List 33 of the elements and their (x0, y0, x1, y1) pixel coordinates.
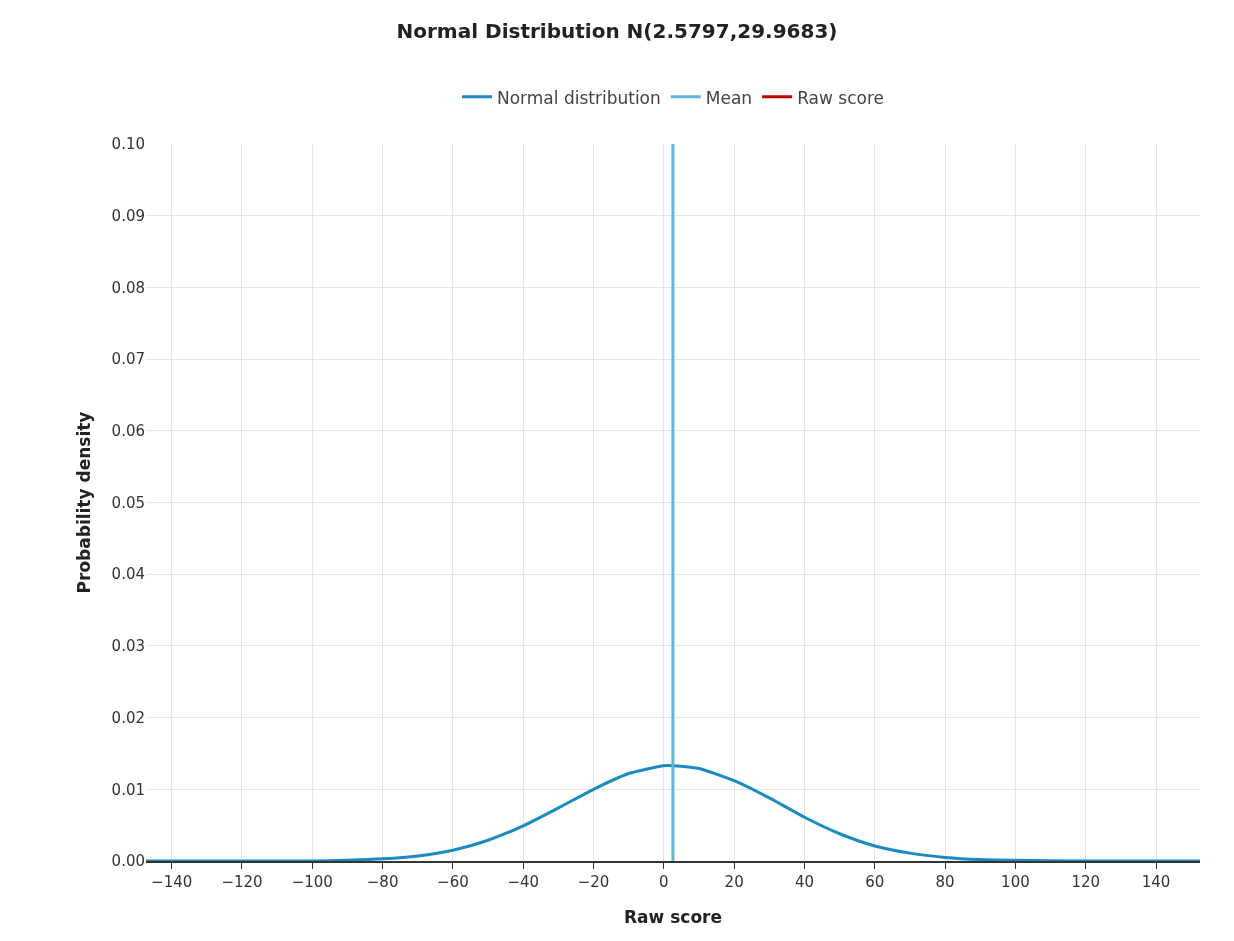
x-tick-label: −40 (507, 872, 540, 891)
y-axis-title: Probability density (74, 411, 95, 594)
y-tick-label: 0.07 (111, 350, 145, 369)
x-tick-label: −100 (291, 872, 333, 891)
x-tick-label: 60 (865, 872, 885, 891)
y-tick-label: 0.03 (111, 637, 145, 656)
x-tick-label: −140 (151, 872, 193, 891)
x-tick-label: 80 (935, 872, 955, 891)
x-tick-label: 40 (794, 872, 815, 891)
legend-label: Normal distribution (497, 87, 661, 108)
legend-label: Mean (705, 87, 753, 108)
y-tick-label: 0.08 (111, 278, 145, 297)
x-tick-label: −80 (366, 872, 399, 891)
legend-label: Raw score (797, 87, 884, 108)
y-tick-label: 0.05 (111, 493, 145, 512)
x-axis-title: Raw score (624, 906, 722, 927)
y-tick-label: 0.02 (111, 708, 145, 727)
y-tick-label: 0.04 (111, 565, 145, 584)
y-tick-label: 0.01 (111, 780, 145, 799)
y-tick-label: 0.06 (111, 422, 145, 441)
y-tick-label: 0.10 (111, 135, 145, 154)
x-tick-label: 0 (659, 872, 669, 891)
x-tick-label: −20 (577, 872, 610, 891)
x-tick-label: 140 (1141, 872, 1171, 891)
x-tick-label: −60 (437, 872, 469, 891)
line-series (146, 764, 1200, 861)
chart-title: Normal Distribution N(2.5797,29.9683) (396, 18, 838, 43)
x-tick-label: −120 (221, 872, 263, 891)
y-tick-label: 0.09 (111, 206, 145, 225)
x-tick-label: 100 (1001, 872, 1030, 891)
x-tick-label: 20 (724, 872, 744, 891)
x-tick-label: 120 (1071, 872, 1101, 891)
y-tick-label: 0.00 (111, 852, 145, 871)
